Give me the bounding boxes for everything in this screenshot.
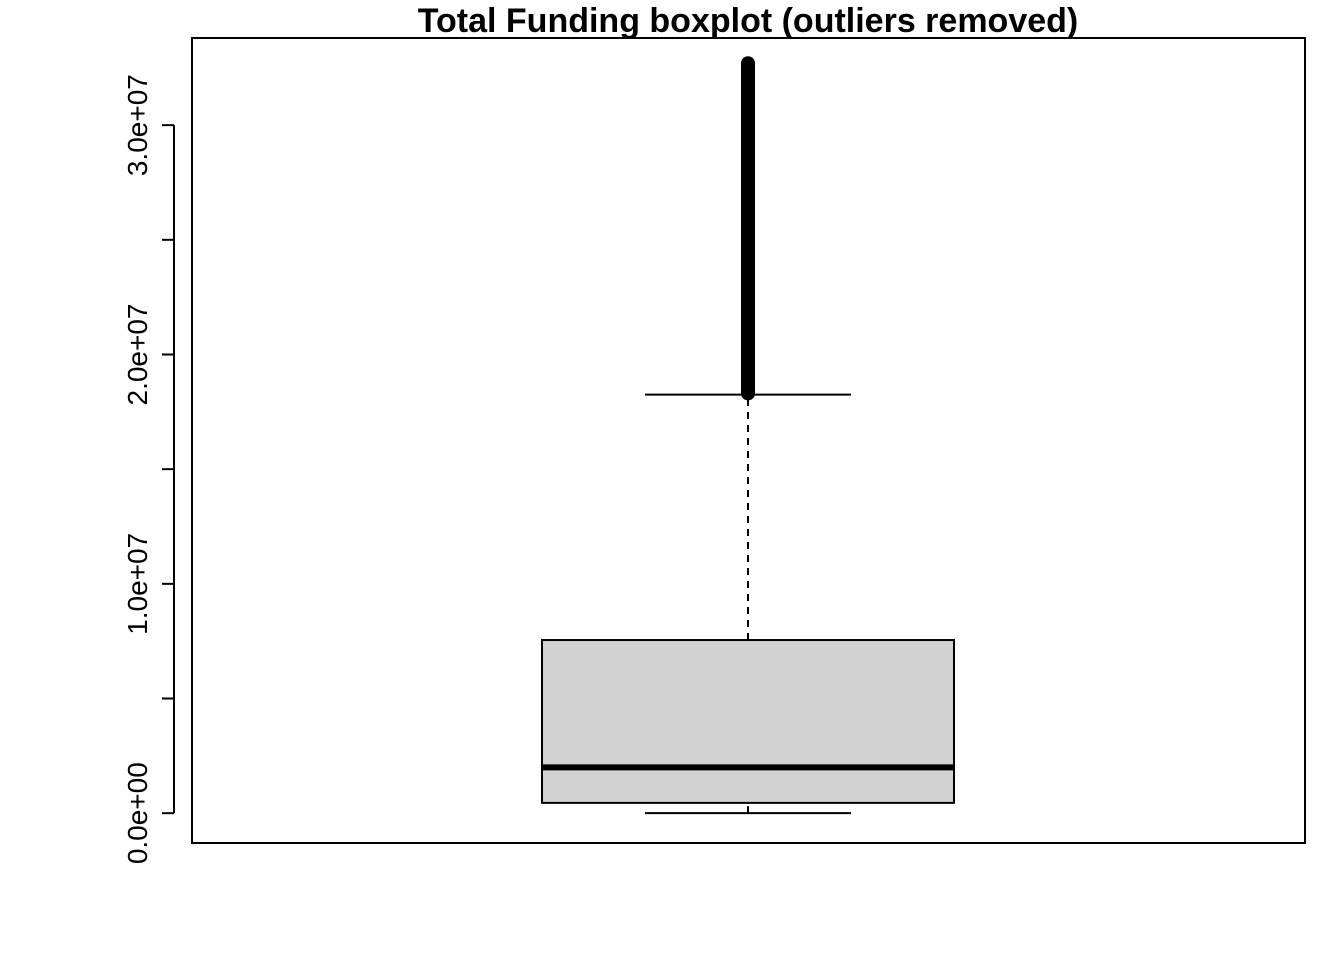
- plot-area: [191, 37, 1306, 844]
- iqr-box: [541, 639, 955, 804]
- y-tick-label: 3.0e+07: [122, 74, 153, 176]
- y-tick-label: 0.0e+00: [122, 762, 153, 864]
- chart-title: Total Funding boxplot (outliers removed): [418, 2, 1078, 40]
- y-axis: 0.0e+00 1.0e+07 2.0e+07 3.0e+07: [122, 74, 175, 864]
- y-tick-label: 1.0e+07: [122, 533, 153, 635]
- y-tick-label: 2.0e+07: [122, 303, 153, 405]
- plot-frame: [191, 37, 1306, 844]
